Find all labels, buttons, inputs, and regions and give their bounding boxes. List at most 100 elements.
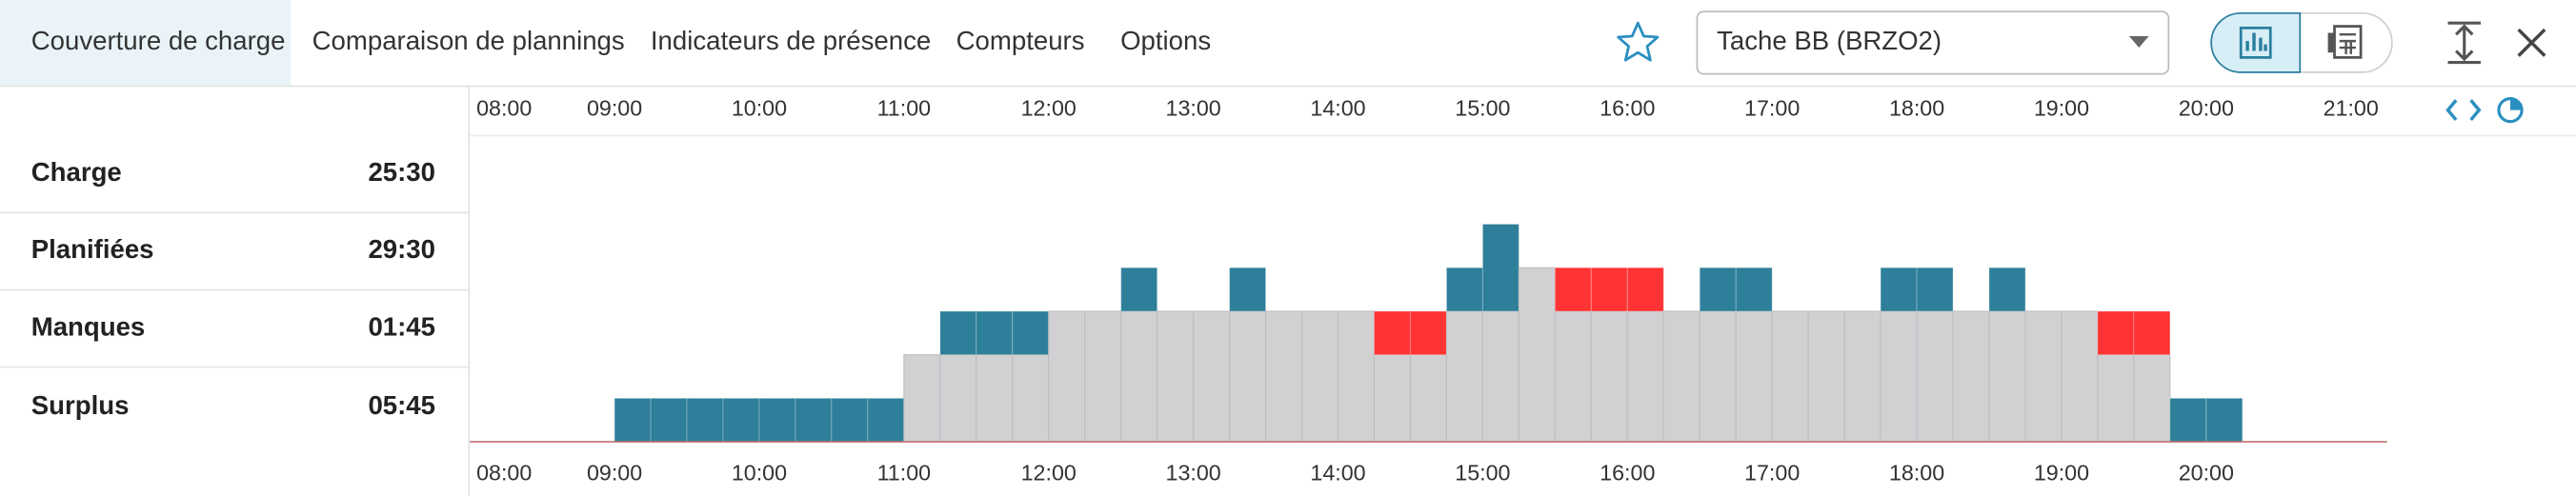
bar-segment	[976, 354, 1014, 443]
bar-segment	[1229, 267, 1267, 312]
summary-value: 05:45	[368, 390, 435, 420]
bar-segment	[1373, 310, 1411, 356]
bar-segment	[2169, 397, 2207, 443]
expand-button[interactable]	[2447, 21, 2481, 65]
bar-segment	[976, 310, 1014, 356]
selector-value: Tache BB (BRZO2)	[1717, 26, 1942, 55]
bar-segment	[1265, 310, 1303, 443]
chevron-right	[2469, 99, 2482, 122]
x-tick-label: 18:00	[1889, 96, 1944, 121]
bar-segment	[1554, 267, 1592, 312]
bar-segment	[795, 397, 833, 443]
x-tick-label: 20:00	[2179, 461, 2234, 486]
bar-segment	[1807, 310, 1845, 443]
summary-label: Surplus	[31, 390, 130, 420]
x-tick-label: 18:00	[1889, 461, 1944, 486]
bar-segment	[1880, 267, 1918, 312]
bar-segment	[1048, 310, 1086, 443]
chart-icon-bars	[2245, 32, 2267, 51]
bar-segment	[1626, 267, 1664, 312]
x-tick-label: 13:00	[1166, 96, 1221, 121]
calc-icon-keys	[2339, 33, 2356, 54]
task-selector[interactable]: Tache BB (BRZO2)	[1696, 10, 2170, 75]
bar-segment	[2133, 310, 2171, 356]
bar-segment	[1120, 267, 1158, 312]
bar-segment	[1157, 310, 1195, 443]
bar-segment	[1337, 310, 1376, 443]
tab[interactable]: Comparaison de plannings	[312, 26, 625, 55]
favorite-star[interactable]	[1617, 21, 1660, 62]
bar-segment	[939, 310, 977, 356]
x-tick-label: 09:00	[587, 96, 642, 121]
calc-icon-side	[2327, 32, 2335, 53]
x-tick-label: 10:00	[732, 461, 787, 486]
tab[interactable]: Compteurs	[956, 26, 1085, 55]
bar-segment	[2097, 354, 2135, 443]
x-tick-label: 14:00	[1310, 96, 1365, 121]
x-tick-label: 12:00	[1021, 461, 1077, 486]
summary-value: 01:45	[368, 311, 435, 341]
chart-view-button[interactable]	[2210, 11, 2302, 73]
star-icon	[1617, 21, 1660, 62]
bar-segment	[722, 397, 760, 443]
x-tick-label: 11:00	[877, 461, 932, 486]
bar-segment	[1409, 310, 1447, 356]
tab[interactable]: Couverture de charge	[31, 26, 286, 55]
summary-label: Charge	[31, 157, 122, 187]
time-button[interactable]	[2497, 96, 2524, 124]
chart-icon-frame	[2239, 26, 2272, 59]
x-tick-label: 15:00	[1455, 461, 1510, 486]
view-toggle	[2210, 11, 2393, 73]
bar-segment	[867, 397, 905, 443]
close-button[interactable]	[2517, 28, 2546, 57]
bar-segment	[2205, 397, 2244, 443]
bar-segment	[831, 397, 869, 443]
tab[interactable]: Indicateurs de présence	[651, 26, 931, 55]
summary-label: Planifiées	[31, 234, 154, 264]
x-tick-label: 08:00	[476, 96, 532, 121]
bar-segment	[1373, 354, 1411, 443]
chart-view-bg	[2210, 11, 2302, 73]
bar-segment	[1445, 267, 1483, 312]
clock-hand	[2510, 98, 2523, 110]
x-tick-label: 10:00	[732, 96, 787, 121]
selector-caret	[2128, 35, 2149, 49]
summary-value: 25:30	[368, 157, 435, 187]
x-tick-label: 13:00	[1166, 461, 1221, 486]
bar-segment	[1120, 310, 1158, 443]
table-view-button[interactable]	[2327, 25, 2363, 59]
x-tick-label: 14:00	[1310, 461, 1365, 486]
bar-segment	[758, 397, 796, 443]
bar-segment	[614, 397, 652, 443]
bar-segment	[650, 397, 688, 443]
bar-segment	[1843, 310, 1882, 443]
x-tick-label: 17:00	[1744, 461, 1800, 486]
bar-segment	[1880, 310, 1918, 443]
bar-segment	[1481, 223, 1519, 312]
bar-segment	[1301, 310, 1339, 443]
active-tab-bg	[0, 0, 292, 86]
x-tick-label: 19:00	[2034, 461, 2089, 486]
x-tick-label: 16:00	[1600, 461, 1655, 486]
x-tick-label: 21:00	[2324, 96, 2379, 121]
bar-segment	[1699, 310, 1737, 443]
bar-segment	[1662, 310, 1701, 443]
x-tick-label: 11:00	[877, 96, 932, 121]
bar-segment	[1916, 310, 1954, 443]
bar-segment	[1229, 310, 1267, 443]
bar-segment	[1735, 310, 1773, 443]
bar-segment	[1012, 354, 1050, 443]
scroll-left[interactable]	[2445, 99, 2458, 122]
bar-segment	[1699, 267, 1737, 312]
tab[interactable]: Options	[1120, 26, 1211, 55]
bar-segment	[1481, 310, 1519, 443]
summary-value: 29:30	[368, 234, 435, 264]
x-tick-label: 17:00	[1744, 96, 1800, 121]
scroll-right[interactable]	[2469, 99, 2482, 122]
bar-segment	[1409, 354, 1447, 443]
bar-segment	[903, 354, 941, 443]
x-tick-label: 09:00	[587, 461, 642, 486]
x-tick-label: 16:00	[1600, 96, 1655, 121]
